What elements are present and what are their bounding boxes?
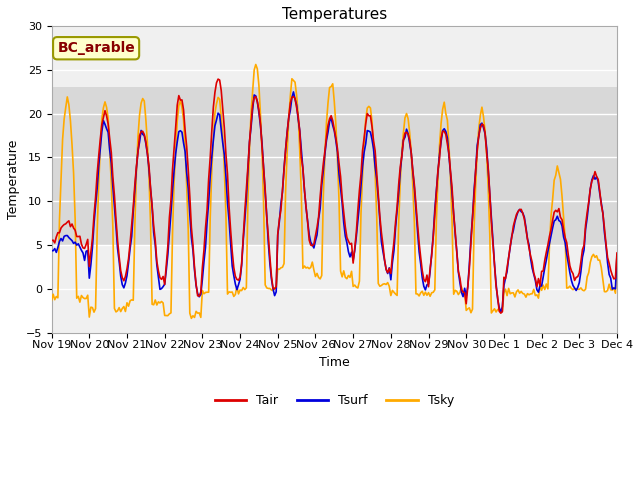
- Line: Tsurf: Tsurf: [52, 92, 640, 312]
- Tair: [48, 238, 56, 243]
- Tsurf: [290, 89, 298, 95]
- Tair: [359, 147, 367, 153]
- Legend: Tair, Tsurf, Tsky: Tair, Tsurf, Tsky: [210, 389, 459, 412]
- Line: Tsky: Tsky: [52, 64, 640, 318]
- Tsky: [188, 315, 195, 321]
- X-axis label: Time: Time: [319, 356, 349, 369]
- Tsky: [48, 298, 56, 303]
- Tair: [478, 121, 486, 127]
- Tsky: [360, 140, 368, 145]
- Tsurf: [478, 120, 486, 126]
- Y-axis label: Temperature: Temperature: [7, 140, 20, 219]
- Tsurf: [87, 262, 95, 267]
- Tsky: [87, 304, 95, 310]
- Tsurf: [68, 238, 76, 243]
- Tsurf: [48, 248, 56, 253]
- Bar: [52, 87, 617, 245]
- Tsky: [252, 61, 260, 67]
- Tsky: [479, 114, 487, 120]
- Tair: [569, 271, 577, 276]
- Text: BC_arable: BC_arable: [57, 41, 135, 55]
- Tair: [87, 249, 95, 255]
- Title: Temperatures: Temperatures: [282, 7, 387, 22]
- Tair: [497, 310, 504, 316]
- Line: Tair: Tair: [52, 79, 640, 313]
- Tsurf: [359, 163, 367, 169]
- Tsky: [569, 287, 577, 292]
- Tsky: [68, 142, 76, 147]
- Tair: [214, 76, 222, 82]
- Tsurf: [569, 283, 577, 288]
- Tair: [68, 221, 76, 227]
- Tsurf: [497, 310, 504, 315]
